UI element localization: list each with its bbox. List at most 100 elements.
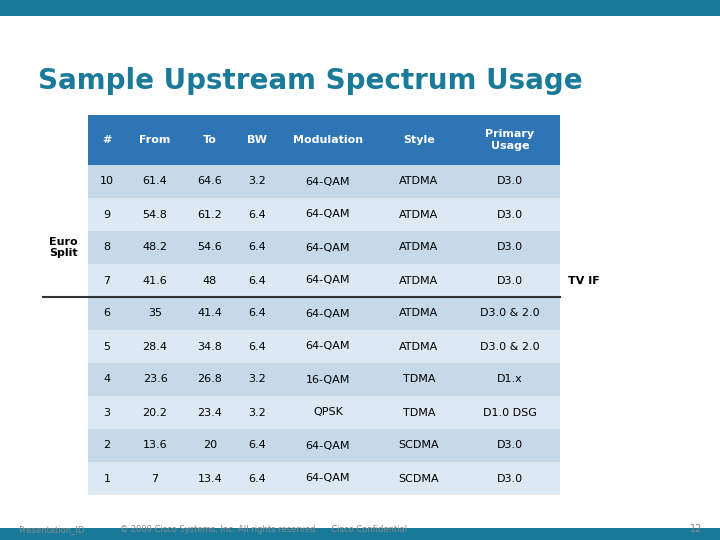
Text: 13.4: 13.4	[197, 474, 222, 483]
Bar	[378, 264, 460, 297]
Bar	[88, 165, 126, 198]
Text: 61.4: 61.4	[143, 177, 167, 186]
Text: 6.4: 6.4	[248, 341, 266, 352]
Text: 6.4: 6.4	[248, 441, 266, 450]
Text: 6: 6	[104, 308, 110, 319]
Text: #: #	[102, 135, 112, 145]
Bar	[126, 330, 184, 363]
Bar	[236, 165, 278, 198]
Bar	[460, 165, 560, 198]
Bar	[126, 115, 184, 165]
Bar	[236, 396, 278, 429]
Bar	[126, 297, 184, 330]
Text: QPSK: QPSK	[313, 408, 343, 417]
Bar	[126, 462, 184, 495]
Text: D1.x: D1.x	[497, 375, 523, 384]
Text: 48.2: 48.2	[143, 242, 168, 253]
Text: 34.8: 34.8	[197, 341, 222, 352]
Bar	[378, 330, 460, 363]
Text: 5: 5	[104, 341, 110, 352]
Text: D3.0: D3.0	[497, 242, 523, 253]
Bar	[184, 330, 236, 363]
Bar	[460, 115, 560, 165]
Bar	[278, 462, 378, 495]
Text: Euro
Split: Euro Split	[50, 237, 78, 258]
Bar	[126, 429, 184, 462]
Bar	[184, 396, 236, 429]
Bar	[184, 165, 236, 198]
Text: 6.4: 6.4	[248, 275, 266, 286]
Text: 23.6: 23.6	[143, 375, 167, 384]
Bar	[184, 363, 236, 396]
Bar	[88, 198, 126, 231]
Text: Style: Style	[403, 135, 435, 145]
Text: To: To	[203, 135, 217, 145]
Bar	[236, 363, 278, 396]
Text: D3.0 & 2.0: D3.0 & 2.0	[480, 341, 540, 352]
Bar	[88, 396, 126, 429]
Bar	[88, 429, 126, 462]
Text: 41.4: 41.4	[197, 308, 222, 319]
Text: ATDMA: ATDMA	[400, 242, 438, 253]
Bar	[88, 462, 126, 495]
Bar	[378, 429, 460, 462]
Text: D3.0: D3.0	[497, 474, 523, 483]
Bar	[460, 198, 560, 231]
Text: SCDMA: SCDMA	[399, 474, 439, 483]
Bar	[126, 165, 184, 198]
Bar	[278, 396, 378, 429]
Bar	[460, 231, 560, 264]
Text: 35: 35	[148, 308, 162, 319]
Text: 26.8: 26.8	[197, 375, 222, 384]
Bar	[460, 429, 560, 462]
Bar	[236, 115, 278, 165]
Bar	[236, 198, 278, 231]
Text: ATDMA: ATDMA	[400, 341, 438, 352]
Text: 64-QAM: 64-QAM	[306, 441, 350, 450]
Bar	[184, 429, 236, 462]
Text: TDMA: TDMA	[402, 375, 436, 384]
Text: SCDMA: SCDMA	[399, 441, 439, 450]
Bar	[184, 231, 236, 264]
Bar	[126, 396, 184, 429]
Bar	[278, 330, 378, 363]
Bar	[184, 198, 236, 231]
Bar	[126, 363, 184, 396]
Text: 13.6: 13.6	[143, 441, 167, 450]
Text: 64-QAM: 64-QAM	[306, 474, 350, 483]
Text: D3.0: D3.0	[497, 177, 523, 186]
Bar	[126, 264, 184, 297]
Text: TV IF: TV IF	[568, 275, 600, 286]
Bar	[378, 115, 460, 165]
Text: Sample Upstream Spectrum Usage: Sample Upstream Spectrum Usage	[38, 67, 582, 95]
Bar	[278, 231, 378, 264]
Text: 6.4: 6.4	[248, 242, 266, 253]
Text: 2: 2	[104, 441, 111, 450]
Text: 64-QAM: 64-QAM	[306, 308, 350, 319]
Text: 7: 7	[104, 275, 111, 286]
Bar	[236, 231, 278, 264]
Text: D3.0: D3.0	[497, 441, 523, 450]
Text: 10: 10	[100, 177, 114, 186]
Bar	[126, 231, 184, 264]
Bar	[0, 0, 720, 16]
Text: ATDMA: ATDMA	[400, 177, 438, 186]
Text: 7: 7	[151, 474, 158, 483]
Text: ATDMA: ATDMA	[400, 275, 438, 286]
Bar	[278, 198, 378, 231]
Text: 16-QAM: 16-QAM	[306, 375, 350, 384]
Text: Primary
Usage: Primary Usage	[485, 129, 534, 151]
Text: 64-QAM: 64-QAM	[306, 242, 350, 253]
Bar	[460, 396, 560, 429]
Bar	[460, 330, 560, 363]
Text: Presentation_ID: Presentation_ID	[18, 525, 84, 534]
Bar	[236, 264, 278, 297]
Bar	[460, 297, 560, 330]
Text: 61.2: 61.2	[197, 210, 222, 219]
Bar	[378, 198, 460, 231]
Bar	[184, 115, 236, 165]
Text: 64-QAM: 64-QAM	[306, 341, 350, 352]
Text: 48: 48	[203, 275, 217, 286]
Bar	[88, 264, 126, 297]
Text: 9: 9	[104, 210, 111, 219]
